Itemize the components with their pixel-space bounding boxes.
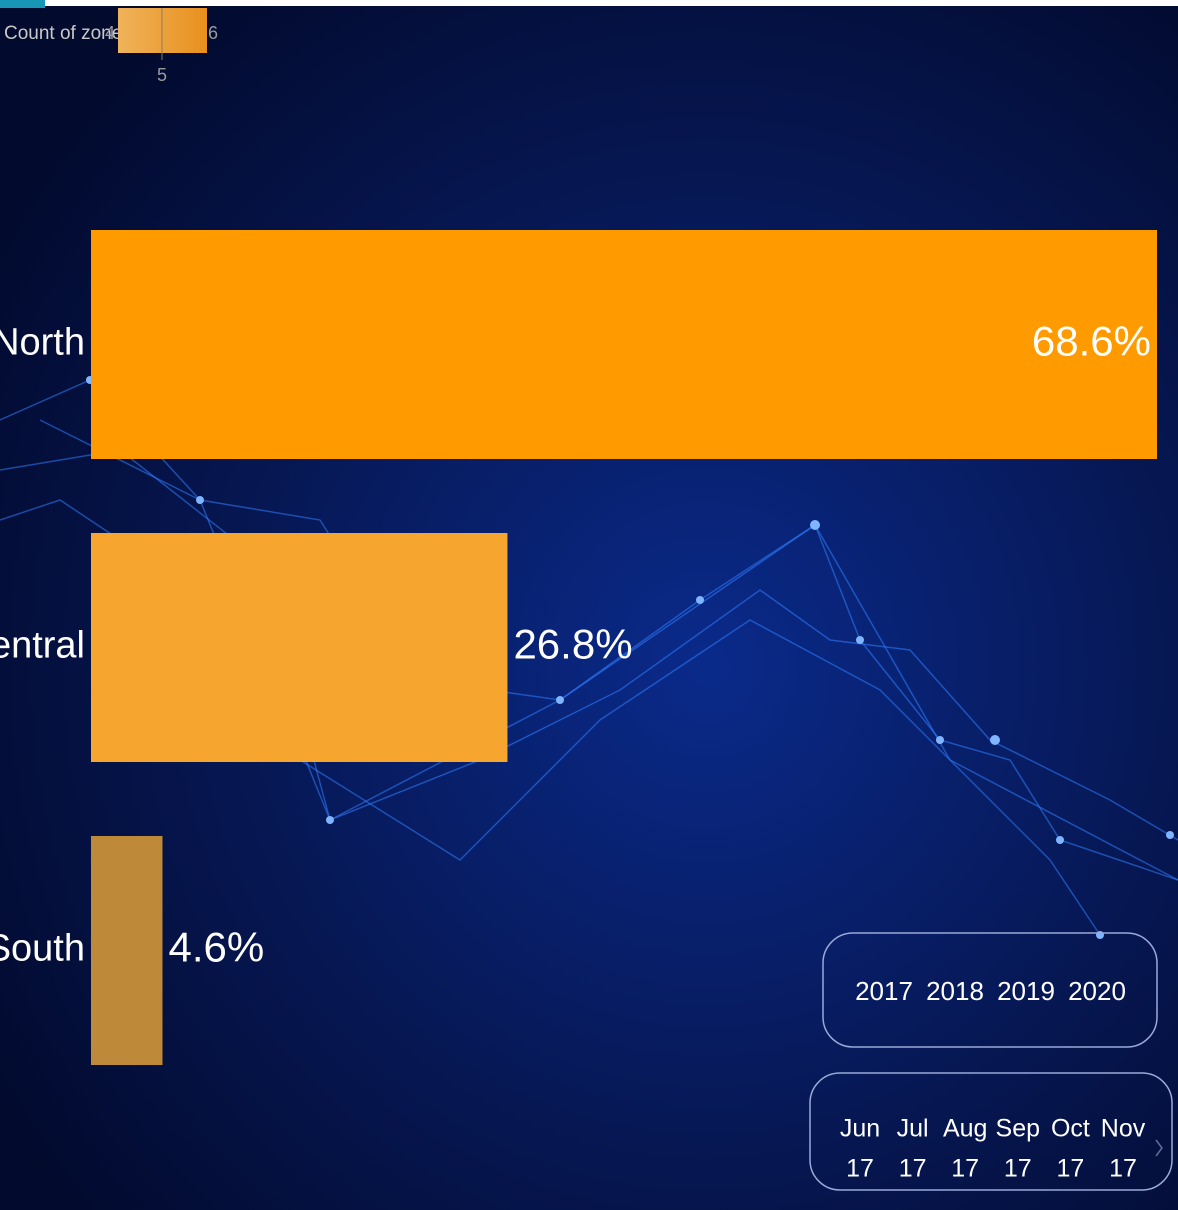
year-option[interactable]: 2020 xyxy=(1068,976,1126,1006)
month-year[interactable]: 17 xyxy=(1004,1155,1032,1183)
month-option[interactable]: Jul xyxy=(897,1115,929,1143)
month-year[interactable]: 17 xyxy=(899,1155,927,1183)
year-option[interactable]: 2017 xyxy=(855,976,913,1006)
month-option[interactable]: Jun xyxy=(840,1115,880,1143)
top-border xyxy=(0,0,1178,6)
category-label: Central xyxy=(0,625,85,667)
month-option[interactable]: Aug xyxy=(943,1115,987,1143)
value-label: 4.6% xyxy=(168,924,264,971)
year-option[interactable]: 2019 xyxy=(997,976,1055,1006)
category-label: North xyxy=(0,322,85,364)
value-label: 26.8% xyxy=(513,621,632,668)
month-year[interactable]: 17 xyxy=(846,1155,874,1183)
month-year[interactable]: 17 xyxy=(1109,1155,1137,1183)
bar xyxy=(91,836,162,1065)
year-option[interactable]: 2018 xyxy=(926,976,984,1006)
page: {"chart_data": { "type": "bar", "orienta… xyxy=(0,0,1178,1210)
legend-min: 4 xyxy=(105,23,115,43)
month-option[interactable]: Sep xyxy=(996,1115,1040,1143)
corner-tab xyxy=(0,0,45,8)
dashboard: Count of zone465North68.6%Central26.8%So… xyxy=(0,0,1178,1210)
legend-mid: 5 xyxy=(157,65,167,85)
month-option[interactable]: Oct xyxy=(1051,1115,1090,1143)
month-year[interactable]: 17 xyxy=(951,1155,979,1183)
bar xyxy=(91,230,1157,459)
month-option[interactable]: Nov xyxy=(1101,1115,1146,1143)
value-label: 68.6% xyxy=(1032,318,1151,365)
bar xyxy=(91,533,507,762)
month-year[interactable]: 17 xyxy=(1056,1155,1084,1183)
category-label: South xyxy=(0,928,85,970)
legend-max: 6 xyxy=(208,23,218,43)
